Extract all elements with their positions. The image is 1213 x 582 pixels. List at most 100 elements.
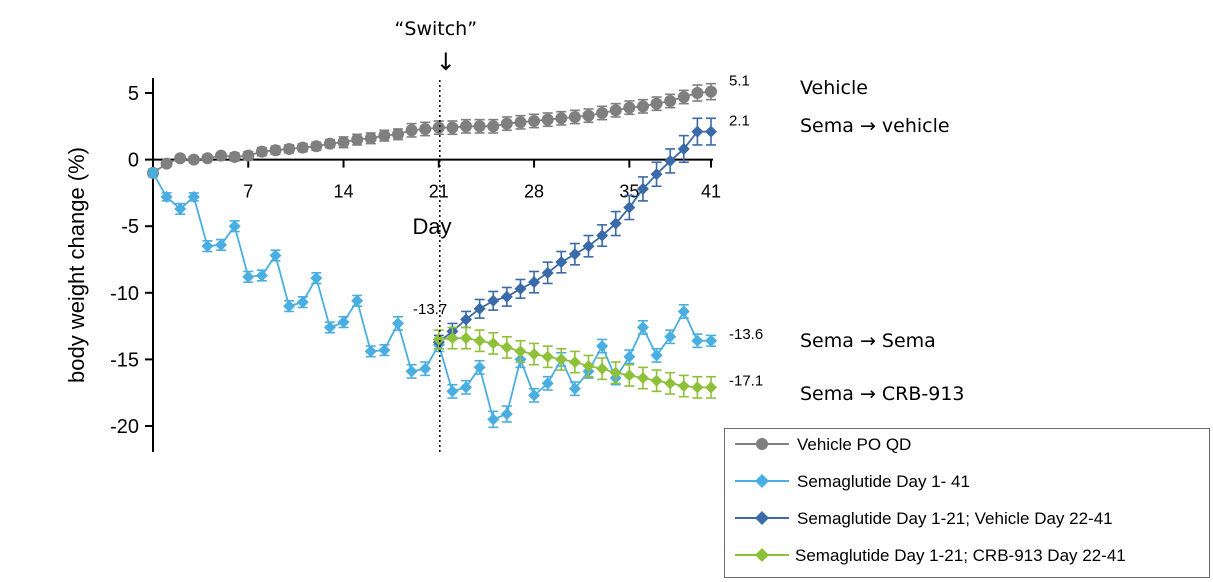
annotations: “Switch” ↓ 5.1 2.1 -13.6 -17.1 -13.7 Vehicle Sem… bbox=[395, 18, 965, 452]
y-tick-label: -10 bbox=[110, 283, 139, 305]
data-point bbox=[691, 334, 704, 347]
data-point bbox=[623, 201, 636, 214]
y-tick-label: 5 bbox=[128, 83, 139, 105]
data-point bbox=[228, 150, 241, 163]
value-label: -13.7 bbox=[413, 301, 447, 318]
data-point bbox=[609, 366, 622, 379]
y-tick-label: 0 bbox=[128, 150, 139, 172]
data-point bbox=[215, 149, 228, 162]
data-point bbox=[596, 229, 609, 242]
data-point bbox=[460, 313, 473, 326]
data-point bbox=[446, 332, 459, 345]
data-point bbox=[650, 374, 663, 387]
legend: Vehicle PO QD Semaglutide Day 1- 41 Sema… bbox=[724, 428, 1210, 578]
data-point bbox=[582, 240, 595, 253]
group-label: Sema → CRB-913 bbox=[800, 383, 965, 405]
legend-item-vehicle: Vehicle PO QD bbox=[725, 429, 1209, 459]
data-point bbox=[378, 344, 391, 357]
data-point bbox=[650, 97, 663, 110]
y-tick-label: -15 bbox=[110, 349, 139, 371]
legend-swatch-sema-vehicle bbox=[735, 511, 789, 525]
group-label: Sema → vehicle bbox=[800, 115, 950, 137]
data-point bbox=[528, 114, 541, 127]
x-tick-label: 28 bbox=[524, 182, 544, 202]
data-point bbox=[528, 348, 541, 361]
data-point bbox=[460, 381, 473, 394]
data-point bbox=[691, 125, 704, 138]
x-axis-title: Day bbox=[412, 214, 451, 239]
data-point bbox=[500, 341, 513, 354]
data-point bbox=[487, 120, 500, 133]
data-point bbox=[691, 381, 704, 394]
data-point bbox=[705, 334, 717, 347]
legend-swatch-vehicle bbox=[735, 438, 789, 450]
data-point bbox=[160, 157, 173, 170]
data-point bbox=[473, 302, 486, 315]
data-point bbox=[623, 369, 636, 382]
data-point bbox=[460, 120, 473, 133]
data-point bbox=[650, 168, 663, 181]
data-point bbox=[201, 240, 214, 253]
data-point bbox=[337, 136, 350, 149]
data-point bbox=[541, 266, 554, 279]
data-point bbox=[705, 85, 717, 98]
legend-swatch-semaglutide bbox=[735, 474, 789, 488]
data-point bbox=[405, 365, 418, 378]
data-point bbox=[391, 317, 404, 330]
data-point bbox=[514, 116, 527, 129]
series-3 bbox=[432, 326, 717, 399]
data-point bbox=[337, 316, 350, 329]
legend-label: Semaglutide Day 1-21; CRB-913 Day 22-41 bbox=[795, 546, 1126, 565]
series-0 bbox=[147, 82, 717, 179]
x-tick-label: 41 bbox=[701, 182, 721, 202]
data-point bbox=[514, 282, 527, 295]
data-point bbox=[242, 270, 255, 283]
data-point bbox=[541, 350, 554, 363]
data-point bbox=[487, 413, 500, 426]
data-point bbox=[446, 385, 459, 398]
data-point bbox=[242, 149, 255, 162]
data-point bbox=[174, 152, 187, 165]
data-point bbox=[555, 353, 568, 366]
data-point bbox=[432, 121, 445, 134]
data-point bbox=[609, 217, 622, 230]
legend-item-semaglutide: Semaglutide Day 1- 41 bbox=[725, 466, 1209, 496]
group-label: Vehicle bbox=[800, 77, 868, 99]
data-point bbox=[487, 294, 500, 307]
data-point bbox=[568, 356, 581, 369]
data-point bbox=[636, 100, 649, 113]
data-point bbox=[568, 110, 581, 123]
data-point bbox=[677, 142, 690, 155]
switch-arrow: ↓ bbox=[436, 48, 456, 76]
group-label: Sema → Sema bbox=[800, 330, 936, 352]
data-point bbox=[500, 117, 513, 130]
legend-item-sema-vehicle: Semaglutide Day 1-21; Vehicle Day 22-41 bbox=[725, 503, 1209, 533]
y-tick-label: -5 bbox=[121, 216, 139, 238]
legend-item-sema-crb913: Semaglutide Day 1-21; CRB-913 Day 22-41 bbox=[725, 540, 1209, 570]
data-point bbox=[541, 113, 554, 126]
data-point bbox=[500, 408, 513, 421]
data-point bbox=[528, 389, 541, 402]
value-label: -17.1 bbox=[729, 372, 763, 389]
data-point bbox=[514, 345, 527, 358]
data-point bbox=[650, 349, 663, 362]
data-point bbox=[596, 106, 609, 119]
data-point bbox=[310, 140, 323, 153]
data-point bbox=[201, 152, 214, 165]
x-tick-label: 7 bbox=[243, 182, 253, 202]
data-point bbox=[310, 272, 323, 285]
data-point bbox=[255, 269, 268, 282]
data-point bbox=[664, 377, 677, 390]
data-point bbox=[351, 133, 364, 146]
data-point bbox=[351, 294, 364, 307]
value-label: -13.6 bbox=[729, 326, 763, 343]
data-point bbox=[623, 350, 636, 363]
axes: 5 0 -5 -10 -15 -20 7 14 21 28 35 41 Day body weight c… bbox=[64, 78, 721, 452]
data-point bbox=[473, 334, 486, 347]
series-2 bbox=[432, 117, 717, 350]
data-point bbox=[677, 90, 690, 103]
data-point bbox=[609, 104, 622, 117]
value-label: 2.1 bbox=[729, 113, 750, 130]
data-point bbox=[323, 321, 336, 334]
